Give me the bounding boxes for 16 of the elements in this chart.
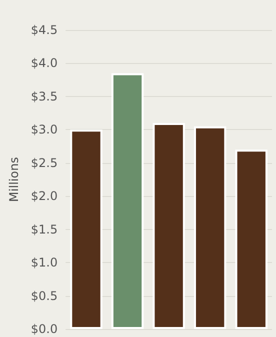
y-tick-label: $3.5: [30, 89, 58, 104]
y-tick-label: $2.5: [30, 156, 58, 170]
y-axis-title: Millions: [7, 157, 21, 202]
y-tick-label: $4.0: [30, 56, 58, 70]
y-tick-label: $4.5: [30, 23, 58, 37]
bar: [111, 73, 144, 329]
y-tick-label: $2.0: [30, 189, 58, 204]
y-tick-label: $1.5: [30, 222, 58, 236]
bar: [194, 126, 226, 329]
y-tick-label: $0.0: [30, 322, 58, 336]
y-tick-label: $0.5: [30, 288, 58, 303]
bar: [70, 130, 102, 329]
bar: [152, 123, 185, 329]
y-tick-label: $3.0: [30, 122, 58, 137]
bar: [235, 150, 268, 329]
y-tick-label: $1.0: [30, 256, 58, 270]
